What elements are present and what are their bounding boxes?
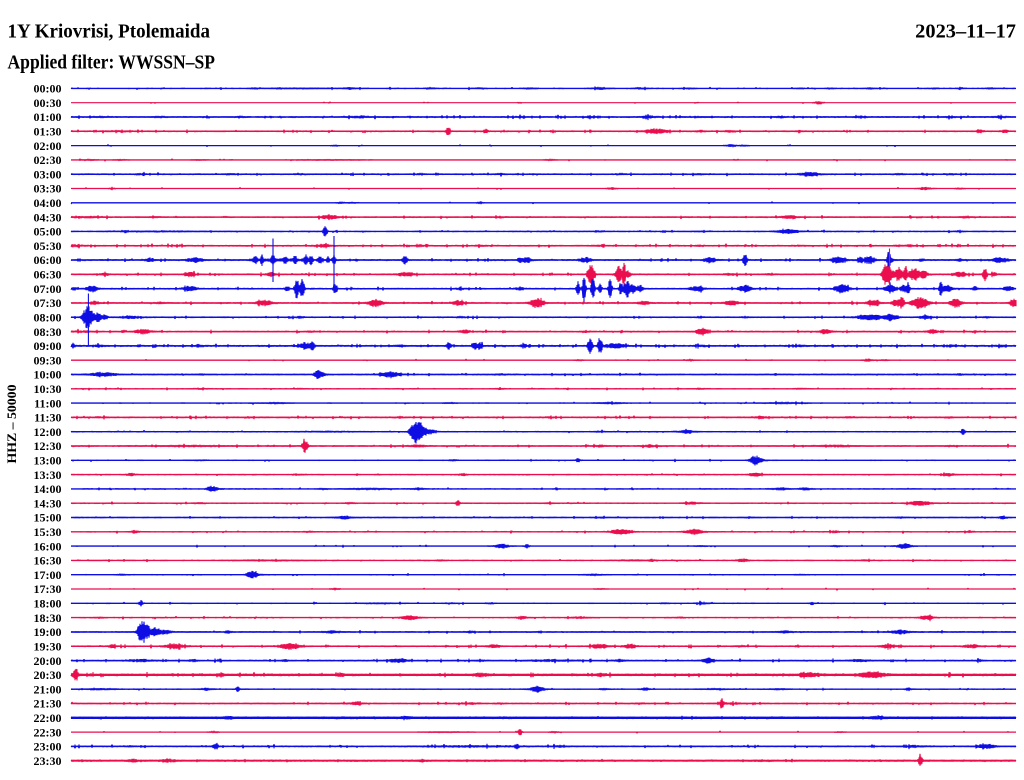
svg-text:15:30: 15:30 (34, 525, 62, 539)
svg-text:12:00: 12:00 (34, 425, 62, 439)
svg-text:2023–11–17: 2023–11–17 (915, 21, 1016, 43)
svg-text:09:30: 09:30 (34, 353, 62, 367)
svg-text:07:30: 07:30 (34, 296, 62, 310)
svg-text:13:30: 13:30 (34, 468, 62, 482)
svg-text:01:00: 01:00 (34, 110, 62, 124)
svg-text:00:30: 00:30 (34, 96, 62, 110)
svg-text:12:30: 12:30 (34, 439, 62, 453)
svg-text:08:30: 08:30 (34, 325, 62, 339)
svg-text:15:00: 15:00 (34, 511, 62, 525)
svg-text:11:30: 11:30 (34, 411, 61, 425)
svg-text:10:30: 10:30 (34, 382, 62, 396)
svg-text:04:00: 04:00 (34, 196, 62, 210)
svg-text:22:30: 22:30 (34, 725, 62, 739)
svg-text:19:30: 19:30 (34, 640, 62, 654)
svg-text:05:00: 05:00 (34, 225, 62, 239)
svg-text:10:00: 10:00 (34, 368, 62, 382)
svg-text:06:00: 06:00 (34, 253, 62, 267)
svg-text:11:00: 11:00 (34, 396, 61, 410)
svg-text:06:30: 06:30 (34, 268, 62, 282)
svg-text:1Y Kriovrisi, Ptolemaida: 1Y Kriovrisi, Ptolemaida (8, 21, 211, 43)
svg-text:04:30: 04:30 (34, 210, 62, 224)
svg-text:08:00: 08:00 (34, 311, 62, 325)
svg-text:01:30: 01:30 (34, 125, 62, 139)
svg-text:14:00: 14:00 (34, 482, 62, 496)
svg-text:02:30: 02:30 (34, 153, 62, 167)
svg-text:14:30: 14:30 (34, 496, 62, 510)
svg-text:18:30: 18:30 (34, 611, 62, 625)
svg-text:Applied filter: WWSSN–SP: Applied filter: WWSSN–SP (8, 52, 216, 74)
svg-text:13:00: 13:00 (34, 454, 62, 468)
svg-text:20:30: 20:30 (34, 668, 62, 682)
svg-text:16:00: 16:00 (34, 539, 62, 553)
svg-text:09:00: 09:00 (34, 339, 62, 353)
svg-text:16:30: 16:30 (34, 554, 62, 568)
svg-text:18:00: 18:00 (34, 597, 62, 611)
svg-text:23:30: 23:30 (34, 754, 62, 768)
svg-text:17:00: 17:00 (34, 568, 62, 582)
svg-text:03:00: 03:00 (34, 167, 62, 181)
svg-text:00:00: 00:00 (34, 82, 62, 96)
svg-text:HHZ – 50000: HHZ – 50000 (4, 385, 19, 464)
svg-text:17:30: 17:30 (34, 582, 62, 596)
svg-text:20:00: 20:00 (34, 654, 62, 668)
svg-text:22:00: 22:00 (34, 711, 62, 725)
svg-text:21:30: 21:30 (34, 697, 62, 711)
svg-text:03:30: 03:30 (34, 182, 62, 196)
svg-text:21:00: 21:00 (34, 682, 62, 696)
svg-text:02:00: 02:00 (34, 139, 62, 153)
svg-text:23:00: 23:00 (34, 740, 62, 754)
svg-text:07:00: 07:00 (34, 282, 62, 296)
svg-text:05:30: 05:30 (34, 239, 62, 253)
svg-text:19:00: 19:00 (34, 625, 62, 639)
